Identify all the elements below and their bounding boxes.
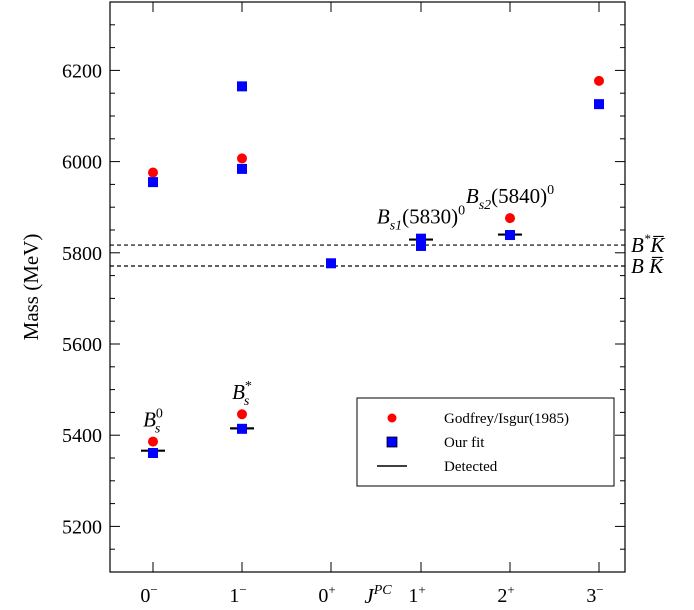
x-tick-label-base: 0 xyxy=(140,585,150,607)
state-annotation-tail: (5830) xyxy=(402,205,458,229)
state-annotation-tail: (5840) xyxy=(491,184,547,208)
y-tick-label: 5600 xyxy=(62,334,102,356)
threshold-label-rest: K̅ xyxy=(644,254,664,278)
x-tick-label: 1+ xyxy=(408,582,425,607)
our-fit-point xyxy=(416,240,426,251)
state-annotation-base: B xyxy=(466,184,479,208)
state-annotation-sup: 0 xyxy=(156,407,163,422)
godfrey-isgur-point xyxy=(505,213,515,224)
threshold-label: B*K̅ xyxy=(631,231,665,257)
godfrey-isgur-point xyxy=(148,436,158,447)
x-tick-label-base: 0 xyxy=(318,585,328,607)
godfrey-isgur-point xyxy=(148,167,158,178)
x-axis-label-base: J xyxy=(364,584,375,608)
legend-marker-circle xyxy=(387,413,397,423)
godfrey-isgur-point xyxy=(594,75,604,86)
our-fit-point xyxy=(594,99,604,110)
our-fit-point xyxy=(237,423,247,434)
state-annotation-sub: s xyxy=(155,422,161,437)
our-fit-point xyxy=(237,81,247,92)
threshold-label-base: B xyxy=(631,233,644,257)
x-tick-label-base: 2 xyxy=(497,585,507,607)
state-annotation-sup: 0 xyxy=(547,183,554,198)
data-marks xyxy=(141,75,604,458)
x-axis-label: JPC xyxy=(364,583,392,608)
godfrey-isgur-point xyxy=(237,153,247,164)
y-tick-label: 5200 xyxy=(62,516,102,538)
y-axis-label: Mass (MeV) xyxy=(19,234,43,341)
x-tick-label-sup: − xyxy=(150,582,157,597)
x-tick-label: 0− xyxy=(140,582,157,607)
y-tick-label: 5400 xyxy=(62,425,102,447)
our-fit-point xyxy=(237,163,247,174)
legend-marker-square xyxy=(386,436,398,448)
x-tick-label: 1− xyxy=(229,582,246,607)
threshold-lines: B*K̅B K̅ xyxy=(110,231,665,278)
legend-label: Detected xyxy=(444,459,498,475)
our-fit-point xyxy=(416,233,426,244)
state-annotation: B* s xyxy=(232,379,252,409)
state-annotation: B0 s xyxy=(143,407,163,437)
our-fit-point xyxy=(148,447,158,458)
our-fit-point xyxy=(505,230,515,241)
legend-box xyxy=(356,397,615,487)
x-tick-label-sup: − xyxy=(596,582,603,597)
state-annotation-sub: s1 xyxy=(390,219,402,234)
y-tick-label: 5800 xyxy=(62,243,102,265)
x-tick-label-base: 1 xyxy=(229,585,239,607)
x-tick-label-base: 1 xyxy=(408,585,418,607)
threshold-label-rest: K̅ xyxy=(649,233,665,257)
x-axis-label-sup: PC xyxy=(373,583,393,598)
threshold-label-base: B xyxy=(631,254,644,278)
x-tick-label: 2+ xyxy=(497,582,514,607)
state-annotation: Bs2(5840)0 xyxy=(466,183,554,213)
legend-label: Godfrey/Isgur(1985) xyxy=(444,411,569,427)
x-tick-label-sup: + xyxy=(418,582,425,597)
plot-frame xyxy=(109,1,626,573)
y-tick-label: 6000 xyxy=(62,152,102,174)
x-tick-label: 0+ xyxy=(318,582,335,607)
x-tick-label-sup: + xyxy=(507,582,514,597)
threshold-label-sup: * xyxy=(644,231,651,246)
legend: Godfrey/Isgur(1985) Our fit Detected xyxy=(356,397,615,487)
godfrey-isgur-point xyxy=(237,409,247,420)
legend-label: Our fit xyxy=(444,435,485,451)
state-annotation-sub: s2 xyxy=(479,198,491,213)
state-annotation-base: B xyxy=(143,408,156,432)
our-fit-point xyxy=(148,177,158,188)
our-fit-point xyxy=(326,258,336,269)
state-annotation-base: B xyxy=(232,380,245,404)
x-tick-label: 3− xyxy=(586,582,603,607)
x-tick-label-sup: − xyxy=(239,582,246,597)
state-annotation: Bs1(5830)0 xyxy=(377,204,465,234)
state-annotation-base: B xyxy=(377,205,390,229)
threshold-label: B K̅ xyxy=(631,254,664,278)
state-annotation-sub: s xyxy=(244,394,250,409)
state-annotation-sup: * xyxy=(245,379,252,394)
state-annotation-sup: 0 xyxy=(458,204,465,219)
y-tick-label: 6200 xyxy=(62,60,102,82)
x-tick-label-sup: + xyxy=(328,582,335,597)
x-tick-label-base: 3 xyxy=(586,585,596,607)
